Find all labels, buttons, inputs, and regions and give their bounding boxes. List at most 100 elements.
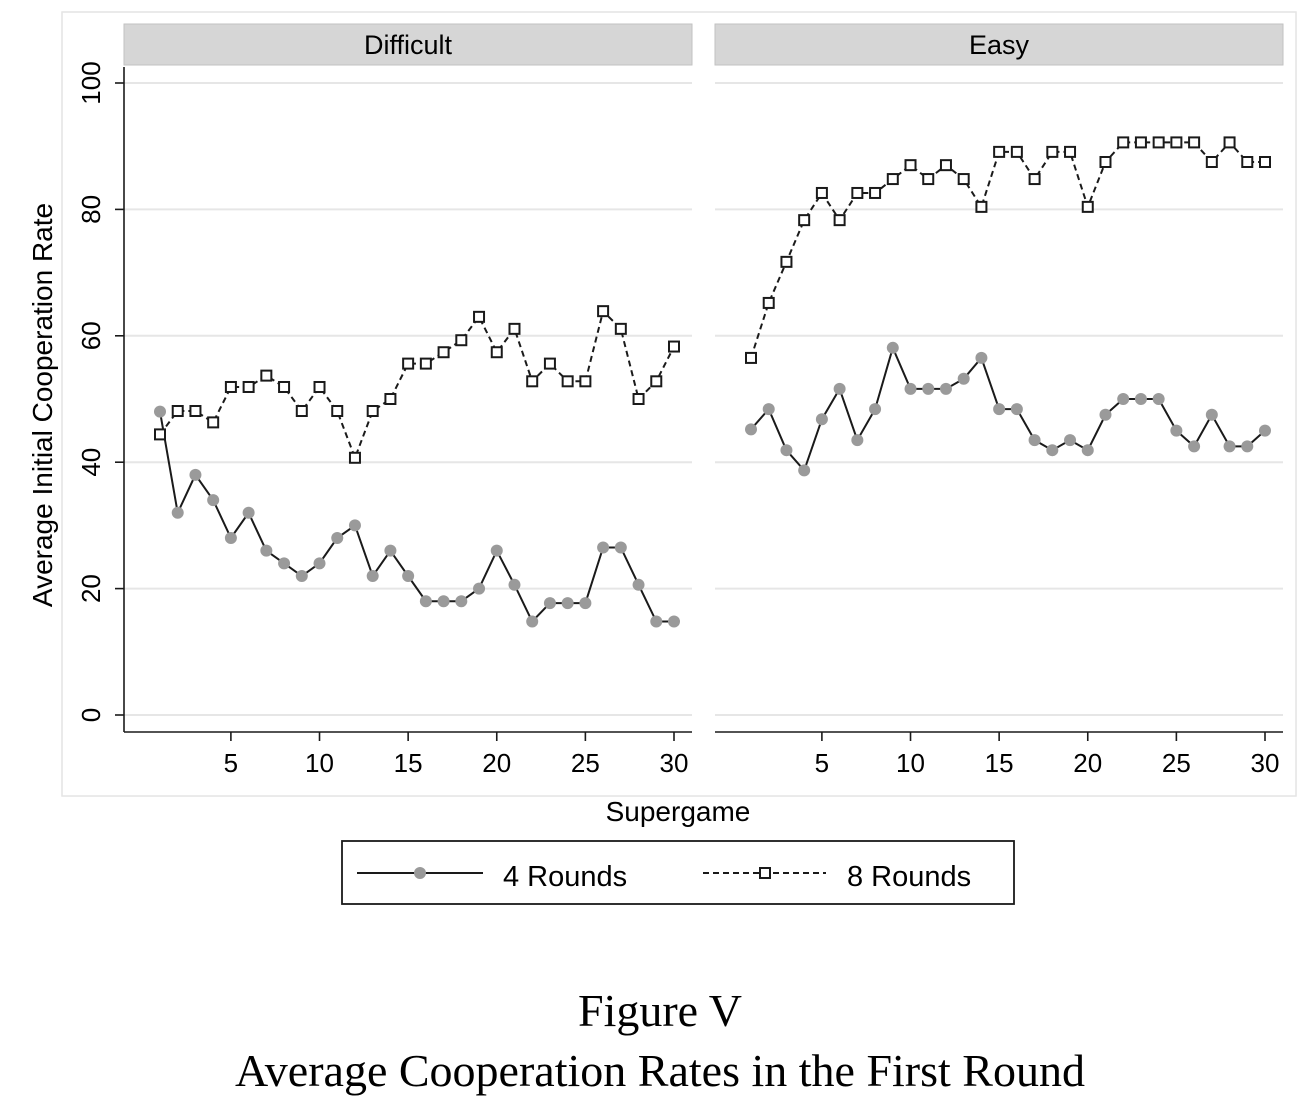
point-8-rounds-28 <box>632 393 645 405</box>
y-tick-label-60: 60 <box>76 321 106 350</box>
point-8-rounds-28 <box>1223 136 1236 149</box>
x-tick-label-20: 20 <box>1073 748 1102 778</box>
point-4-rounds-18 <box>1046 444 1059 457</box>
point-8-rounds-22 <box>1117 136 1130 149</box>
point-4-rounds-2 <box>762 403 775 416</box>
point-8-rounds-18 <box>1046 145 1059 158</box>
panel-difficult: 5 10 15 20 25 30 <box>124 82 692 778</box>
point-4-rounds-5 <box>815 413 828 426</box>
legend-label-8-rounds: 8 Rounds <box>847 861 971 893</box>
point-8-rounds-30 <box>668 340 680 353</box>
point-8-rounds-1 <box>745 351 757 364</box>
point-8-rounds-11 <box>331 405 344 418</box>
point-8-rounds-4 <box>207 416 220 429</box>
point-8-rounds-6 <box>242 380 255 393</box>
point-4-rounds-15 <box>993 403 1006 416</box>
point-4-rounds-27 <box>614 541 627 554</box>
point-4-rounds-20 <box>490 544 503 557</box>
point-8-rounds-25 <box>579 375 592 388</box>
point-8-rounds-15 <box>993 145 1006 158</box>
point-8-rounds-23 <box>543 357 556 370</box>
point-8-rounds-8 <box>278 380 291 393</box>
point-4-rounds-3 <box>780 444 793 457</box>
point-4-rounds-30 <box>668 615 680 628</box>
point-8-rounds-9 <box>295 405 308 418</box>
point-4-rounds-8 <box>869 403 882 416</box>
point-4-rounds-15 <box>402 569 415 582</box>
point-8-rounds-21 <box>508 322 521 335</box>
x-tick-label-10: 10 <box>305 748 334 778</box>
point-8-rounds-19 <box>1064 145 1077 158</box>
panel-title-difficult: Difficult <box>364 30 453 60</box>
point-4-rounds-6 <box>833 382 846 395</box>
y-tick-label-20: 20 <box>76 574 106 603</box>
point-8-rounds-7 <box>260 369 273 382</box>
panel-easy: 5 10 15 20 25 30 <box>715 82 1283 778</box>
point-4-rounds-25 <box>1170 424 1183 437</box>
point-8-rounds-14 <box>975 200 988 213</box>
figure-label: Figure V <box>578 985 742 1036</box>
point-8-rounds-8 <box>869 186 882 199</box>
x-tick-label-10: 10 <box>896 748 925 778</box>
point-4-rounds-26 <box>1188 440 1201 453</box>
point-4-rounds-24 <box>561 597 574 610</box>
x-tick-label-25: 25 <box>571 748 600 778</box>
point-8-rounds-15 <box>402 357 415 370</box>
point-8-rounds-5 <box>815 186 828 199</box>
point-8-rounds-13 <box>366 405 379 418</box>
point-8-rounds-4 <box>798 214 811 227</box>
y-tick-label-40: 40 <box>76 448 106 477</box>
point-4-rounds-4 <box>207 494 220 507</box>
point-8-rounds-12 <box>939 159 952 172</box>
x-axis-label: Supergame <box>606 796 751 827</box>
point-4-rounds-2 <box>171 506 184 519</box>
point-4-rounds-20 <box>1081 444 1094 457</box>
y-axis: 0 20 40 60 80 100 <box>76 61 125 732</box>
figure-caption: Average Cooperation Rates in the First R… <box>235 1045 1085 1096</box>
point-8-rounds-10 <box>904 159 917 172</box>
point-4-rounds-24 <box>1152 393 1165 405</box>
x-tick-label-20: 20 <box>482 748 511 778</box>
point-4-rounds-7 <box>851 434 864 447</box>
legend-marker-4-rounds <box>414 867 426 879</box>
panel-strip-easy <box>714 23 1284 66</box>
point-4-rounds-14 <box>384 544 397 557</box>
point-4-rounds-27 <box>1205 408 1218 421</box>
point-4-rounds-25 <box>579 597 592 610</box>
point-4-rounds-10 <box>313 557 326 570</box>
point-8-rounds-23 <box>1134 136 1147 149</box>
point-4-rounds-1 <box>745 423 757 436</box>
x-tick-label-30: 30 <box>660 748 689 778</box>
point-8-rounds-26 <box>1188 136 1201 149</box>
point-4-rounds-26 <box>597 541 610 554</box>
plot-region-frame <box>61 11 1297 797</box>
point-4-rounds-9 <box>886 341 899 354</box>
point-4-rounds-23 <box>1134 393 1147 405</box>
point-8-rounds-12 <box>348 451 361 464</box>
point-4-rounds-3 <box>189 468 202 481</box>
y-axis-label: Average Initial Cooperation Rate <box>27 203 58 607</box>
point-8-rounds-17 <box>1028 173 1041 186</box>
point-8-rounds-29 <box>650 375 663 388</box>
point-4-rounds-7 <box>260 544 273 557</box>
x-tick-label-15: 15 <box>985 748 1014 778</box>
point-8-rounds-16 <box>1010 145 1023 158</box>
point-8-rounds-10 <box>313 380 326 393</box>
point-8-rounds-3 <box>780 255 793 268</box>
point-4-rounds-18 <box>455 595 468 608</box>
point-8-rounds-24 <box>561 375 574 388</box>
x-tick-label-15: 15 <box>394 748 423 778</box>
x-tick-label-30: 30 <box>1251 748 1280 778</box>
point-4-rounds-22 <box>1117 393 1130 405</box>
y-tick-label-0: 0 <box>76 708 106 722</box>
y-tick-label-100: 100 <box>76 61 106 104</box>
point-8-rounds-14 <box>384 393 397 405</box>
point-4-rounds-28 <box>1223 440 1236 453</box>
point-4-rounds-6 <box>242 506 255 519</box>
point-4-rounds-12 <box>348 519 361 532</box>
point-4-rounds-10 <box>904 382 917 395</box>
point-8-rounds-20 <box>1081 200 1094 213</box>
point-8-rounds-27 <box>614 322 627 335</box>
point-4-rounds-13 <box>957 372 970 385</box>
point-4-rounds-8 <box>278 557 291 570</box>
